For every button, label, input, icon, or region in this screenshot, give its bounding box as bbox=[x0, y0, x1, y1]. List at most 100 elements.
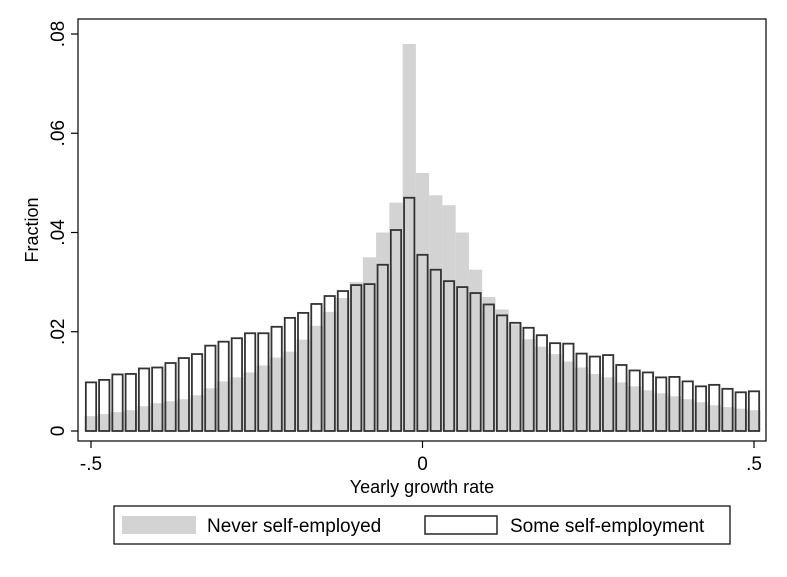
bar-never-self-employed bbox=[495, 309, 509, 431]
bar-some-self-employment bbox=[270, 325, 283, 432]
bar-never-self-employed bbox=[270, 357, 284, 431]
bar-some-self-employment bbox=[323, 295, 336, 432]
bar-never-self-employed bbox=[230, 377, 244, 431]
bar-some-self-employment bbox=[151, 366, 164, 432]
bar-some-self-employment bbox=[509, 321, 522, 432]
bar-some-self-employment bbox=[588, 355, 601, 432]
bar-some-self-employment bbox=[310, 303, 323, 432]
bar-some-self-employment bbox=[376, 263, 389, 432]
bar-never-self-employed bbox=[614, 382, 629, 431]
never-self-employed-bars bbox=[84, 43, 761, 432]
legend-label-some-self-employment: Some self-employment bbox=[510, 516, 705, 537]
bar-some-self-employment bbox=[244, 332, 257, 432]
some-self-employment-bars bbox=[84, 196, 761, 432]
bar-never-self-employed bbox=[482, 297, 496, 431]
bar-never-self-employed bbox=[654, 393, 668, 431]
bar-never-self-employed bbox=[283, 351, 297, 431]
bar-never-self-employed bbox=[323, 311, 337, 431]
bar-some-self-employment bbox=[98, 378, 111, 432]
bar-some-self-employment bbox=[429, 268, 442, 432]
bar-some-self-employment bbox=[283, 316, 296, 432]
bar-never-self-employed bbox=[216, 381, 231, 432]
bar-never-self-employed bbox=[309, 325, 324, 431]
bar-some-self-employment bbox=[562, 342, 575, 432]
bar-never-self-employed bbox=[681, 399, 695, 431]
legend: Never self-employed Some self-employment bbox=[113, 505, 731, 545]
bar-never-self-employed bbox=[389, 202, 403, 431]
bar-never-self-employed bbox=[402, 43, 416, 432]
bar-never-self-employed bbox=[588, 373, 602, 431]
legend-swatch-some-self-employment bbox=[424, 515, 498, 535]
bar-never-self-employed bbox=[442, 205, 456, 431]
bar-some-self-employment bbox=[416, 253, 429, 432]
bar-some-self-employment bbox=[469, 292, 482, 432]
y-tick-label: 0 bbox=[48, 426, 69, 437]
y-tick-label: .02 bbox=[48, 319, 69, 345]
bar-never-self-employed bbox=[362, 257, 377, 431]
bar-never-self-employed bbox=[97, 414, 111, 431]
bar-never-self-employed bbox=[137, 406, 151, 431]
bar-never-self-employed bbox=[110, 412, 125, 431]
bar-never-self-employed bbox=[163, 401, 178, 431]
bar-some-self-employment bbox=[549, 342, 562, 432]
x-axis-ticks: -.5 0 .5 bbox=[80, 441, 762, 475]
bar-never-self-employed bbox=[667, 396, 682, 431]
bar-some-self-employment bbox=[641, 371, 654, 432]
bar-some-self-employment bbox=[747, 390, 761, 432]
bar-never-self-employed bbox=[641, 390, 655, 431]
bar-some-self-employment bbox=[191, 353, 204, 432]
bar-never-self-employed bbox=[734, 408, 748, 431]
bar-never-self-employed bbox=[574, 367, 589, 431]
y-tick-label: .04 bbox=[48, 219, 69, 246]
bar-never-self-employed bbox=[561, 361, 575, 431]
bar-some-self-employment bbox=[602, 354, 615, 432]
bar-never-self-employed bbox=[336, 298, 350, 431]
bar-some-self-employment bbox=[137, 367, 151, 432]
bar-some-self-employment bbox=[363, 283, 376, 432]
bar-never-self-employed bbox=[84, 416, 98, 431]
bar-never-self-employed bbox=[349, 282, 363, 432]
bar-some-self-employment bbox=[230, 337, 243, 432]
x-tick-label: .5 bbox=[746, 454, 762, 475]
bar-some-self-employment bbox=[336, 290, 350, 432]
bar-some-self-employment bbox=[575, 352, 588, 432]
legend-label-never-self-employed: Never self-employed bbox=[207, 516, 381, 537]
bar-some-self-employment bbox=[442, 280, 456, 432]
bar-some-self-employment bbox=[681, 380, 694, 432]
bar-never-self-employed bbox=[707, 405, 721, 431]
bar-never-self-employed bbox=[521, 339, 536, 431]
bar-never-self-employed bbox=[455, 232, 469, 431]
bar-some-self-employment bbox=[350, 284, 363, 432]
bar-never-self-employed bbox=[203, 388, 217, 431]
bar-some-self-employment bbox=[389, 229, 403, 432]
y-tick-label: .06 bbox=[48, 120, 69, 146]
bar-never-self-employed bbox=[124, 410, 138, 431]
bar-never-self-employed bbox=[508, 324, 522, 431]
legend-swatch-never-self-employed bbox=[122, 516, 196, 534]
bar-never-self-employed bbox=[548, 354, 562, 431]
bar-never-self-employed bbox=[429, 195, 443, 431]
bar-some-self-employment bbox=[111, 373, 124, 432]
legend-frame bbox=[113, 505, 731, 545]
y-axis-ticks: 0 .02 .04 .06 .08 bbox=[48, 21, 78, 437]
bar-never-self-employed bbox=[535, 346, 549, 431]
x-tick-label: 0 bbox=[417, 454, 428, 475]
bar-some-self-employment bbox=[721, 387, 734, 432]
bar-some-self-employment bbox=[668, 376, 681, 432]
bar-some-self-employment bbox=[204, 344, 217, 432]
bar-never-self-employed bbox=[720, 407, 735, 431]
bar-never-self-employed bbox=[243, 372, 257, 431]
bar-some-self-employment bbox=[456, 286, 469, 432]
bar-never-self-employed bbox=[177, 399, 191, 431]
bar-some-self-employment bbox=[124, 373, 137, 432]
y-tick-label: .08 bbox=[48, 21, 69, 47]
bar-never-self-employed bbox=[694, 402, 708, 431]
bar-some-self-employment bbox=[164, 362, 177, 432]
y-axis-title: Fraction bbox=[22, 197, 42, 262]
bar-some-self-employment bbox=[694, 385, 708, 432]
bar-some-self-employment bbox=[495, 314, 509, 432]
bar-some-self-employment bbox=[403, 196, 416, 432]
bar-some-self-employment bbox=[217, 340, 230, 432]
bar-some-self-employment bbox=[535, 334, 548, 432]
